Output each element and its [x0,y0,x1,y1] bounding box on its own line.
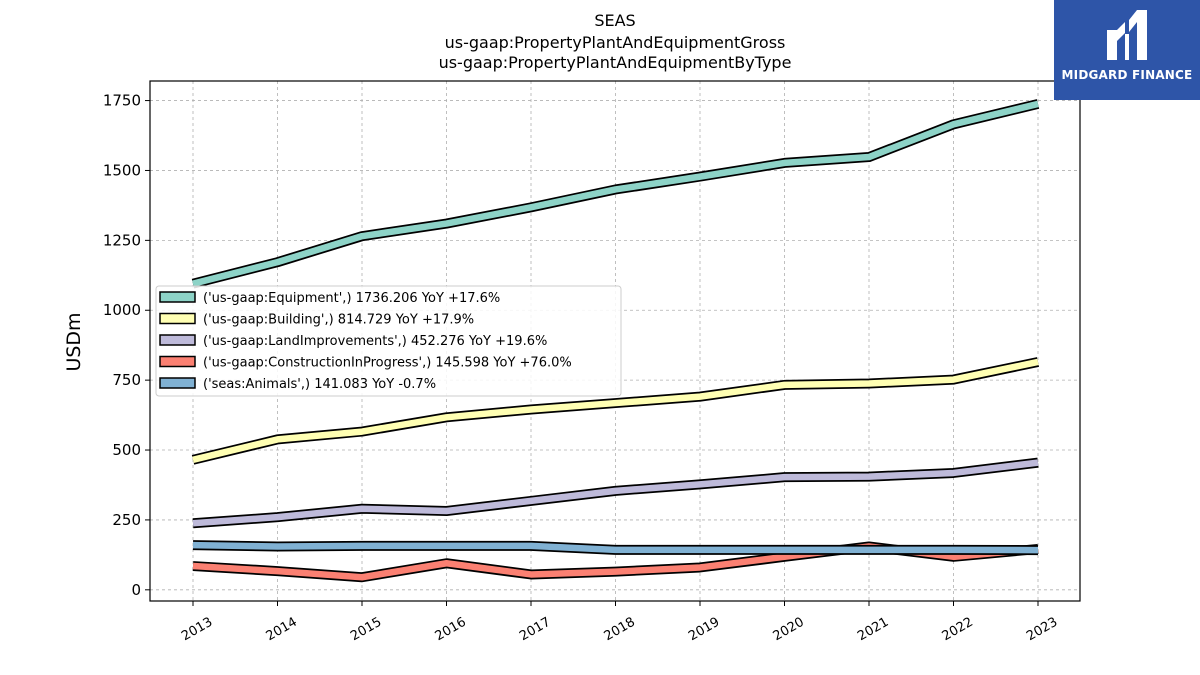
y-tick-label: 1000 [103,301,141,319]
series-lines [191,99,1040,583]
legend-swatch-1 [159,312,196,325]
legend-entry-0: ('us-gaap:Equipment',) 1736.206 YoY +17.… [203,291,500,306]
x-tick-label: 2016 [433,615,469,645]
y-tick-label: 250 [112,511,141,529]
title-line-3: us-gaap:PropertyPlantAndEquipmentByType [439,53,792,72]
x-tick-label: 2019 [686,615,722,645]
brand-logo-mark-icon [1107,10,1147,60]
legend-entry-1: ('us-gaap:Building',) 814.729 YoY +17.9% [203,313,474,328]
y-tick-label: 1250 [103,231,141,249]
x-axis: 2013 2014 2015 2016 2017 2018 2019 2020 2021 2022… [179,601,1060,644]
series-line-4 [192,541,1039,554]
series-line-2 [192,459,1039,527]
legend-entry-4: ('seas:Animals',) 141.083 YoY -0.7% [203,377,436,392]
brand-name: MIDGARD FINANCE [1061,68,1193,82]
legend-swatch-0 [159,291,196,303]
legend-swatch-3 [159,355,196,368]
brand-logo: MIDGARD FINANCE [1054,0,1200,100]
y-axis: 0 250 500 750 1000 1250 1500 1750 [103,92,150,599]
legend-swatch-4 [159,377,196,389]
title-line-2: us-gaap:PropertyPlantAndEquipmentGross [445,33,786,52]
x-tick-label: 2017 [517,615,553,645]
x-tick-label: 2023 [1024,615,1060,645]
series-line-0 [192,100,1039,287]
y-tick-label: 500 [112,441,141,459]
x-tick-label: 2021 [855,615,891,645]
chart-title: SEAS us-gaap:PropertyPlantAndEquipmentGr… [439,11,792,72]
title-line-1: SEAS [594,11,635,30]
legend-entry-3: ('us-gaap:ConstructionInProgress',) 145.… [203,356,572,371]
legend-box [155,285,622,397]
legend: ('us-gaap:Equipment',) 1736.206 YoY +17.… [155,285,622,397]
legend-entry-2: ('us-gaap:LandImprovements',) 452.276 Yo… [203,334,547,349]
x-tick-label: 2014 [264,615,300,645]
x-tick-label: 2015 [348,615,384,645]
x-tick-label: 2018 [602,615,638,645]
y-tick-label: 750 [112,371,141,389]
x-tick-label: 2020 [771,615,807,645]
x-tick-label: 2022 [940,615,976,645]
x-tick-label: 2013 [179,615,215,645]
y-tick-label: 0 [131,581,141,599]
legend-swatch-2 [159,334,196,346]
y-axis-label: USDm [63,312,85,371]
y-tick-label: 1500 [103,161,141,179]
y-tick-label: 1750 [103,92,141,110]
series-line-1 [192,358,1039,463]
